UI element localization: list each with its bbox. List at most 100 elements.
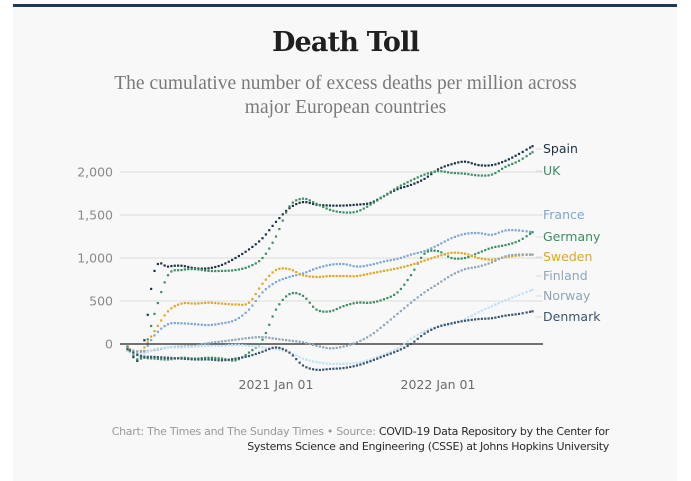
data-point [207, 269, 210, 272]
data-point [396, 257, 399, 260]
data-point [525, 290, 528, 294]
data-point [386, 321, 389, 324]
data-point [335, 274, 338, 278]
data-point [342, 362, 345, 365]
data-point [153, 330, 156, 333]
data-point [440, 254, 443, 257]
data-point [156, 356, 159, 359]
data-point [244, 344, 247, 347]
data-point [274, 308, 278, 311]
data-point [244, 266, 247, 269]
data-point [146, 341, 149, 344]
data-point [355, 203, 359, 206]
data-point [362, 362, 365, 365]
data-point [200, 358, 203, 361]
data-point [271, 241, 274, 244]
data-point [525, 235, 528, 238]
data-point [403, 255, 406, 258]
data-point [335, 367, 338, 370]
data-point [342, 345, 345, 348]
data-point [521, 253, 524, 256]
data-point [460, 233, 463, 236]
data-point [474, 174, 477, 177]
data-point [460, 320, 463, 323]
data-point [268, 336, 271, 339]
data-point [285, 339, 288, 342]
data-point [217, 269, 220, 273]
data-point [494, 303, 497, 306]
data-point [153, 348, 156, 351]
data-point [190, 268, 193, 271]
data-point [409, 337, 413, 340]
data-point [318, 368, 321, 372]
data-point [315, 344, 318, 347]
data-point [379, 354, 382, 357]
data-point [278, 279, 281, 282]
data-point [214, 356, 217, 360]
data-point [295, 358, 298, 361]
data-point [244, 303, 247, 306]
data-point [241, 252, 244, 256]
data-point [295, 202, 298, 206]
series-france [126, 229, 534, 357]
data-point [187, 345, 190, 349]
data-point [190, 266, 193, 269]
data-point [143, 355, 146, 358]
data-point [393, 267, 396, 271]
data-point [308, 301, 311, 304]
data-point [525, 148, 528, 151]
data-point [413, 268, 416, 271]
data-point [332, 367, 335, 370]
data-point [447, 252, 450, 255]
data-point [511, 255, 514, 258]
data-point [308, 269, 311, 272]
data-point [460, 257, 463, 260]
data-point [433, 327, 436, 330]
data-point [355, 364, 359, 367]
data-point [325, 264, 328, 267]
data-point [177, 264, 180, 267]
data-point [352, 365, 355, 368]
data-point [514, 161, 517, 164]
data-point [156, 330, 159, 333]
data-point [328, 347, 332, 350]
data-point [325, 368, 328, 371]
data-point [210, 341, 213, 344]
data-point [244, 355, 247, 358]
data-point [453, 321, 456, 324]
data-point [264, 233, 267, 236]
data-point [335, 362, 338, 366]
data-point [352, 265, 355, 268]
data-point [494, 258, 497, 261]
data-point [480, 164, 483, 167]
data-point [288, 275, 291, 279]
data-point [264, 349, 267, 352]
data-point [312, 305, 315, 308]
data-point [325, 275, 328, 278]
data-point [504, 255, 507, 258]
data-point [285, 276, 288, 280]
data-point [420, 174, 423, 177]
data-point [264, 331, 267, 335]
data-point [507, 229, 510, 232]
data-point [430, 249, 433, 252]
data-point [153, 312, 156, 315]
data-point [494, 232, 497, 236]
data-point [484, 249, 487, 252]
legend-label-france: France [543, 207, 585, 222]
data-point [501, 230, 504, 233]
data-point [393, 348, 396, 352]
data-point [301, 364, 305, 367]
data-point [517, 159, 521, 162]
data-point [214, 344, 217, 347]
data-point [197, 302, 200, 305]
data-point [349, 365, 352, 369]
data-point [258, 240, 261, 243]
data-point [420, 293, 423, 296]
data-point [389, 352, 392, 355]
data-point [413, 182, 416, 185]
data-point [457, 234, 460, 237]
data-point [369, 358, 372, 361]
data-point [295, 354, 298, 357]
data-point [514, 229, 517, 232]
